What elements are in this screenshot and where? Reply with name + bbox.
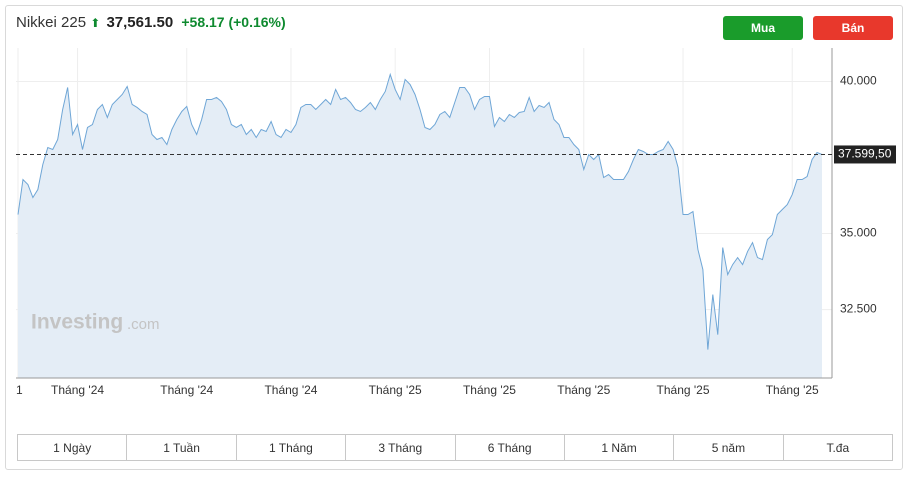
buy-button[interactable]: Mua bbox=[723, 16, 803, 40]
range-button[interactable]: 6 Tháng bbox=[454, 435, 564, 460]
widget-frame bbox=[5, 5, 903, 470]
watermark: .com bbox=[127, 316, 160, 333]
x-tick-label: Tháng '24 bbox=[160, 383, 213, 397]
x-tick-label: Tháng '25 bbox=[463, 383, 516, 397]
chart: Investing .com l1 Tháng '24 Tháng '24 Tháng… bbox=[13, 48, 896, 397]
range-button[interactable]: T.đa bbox=[782, 435, 892, 460]
area bbox=[18, 74, 822, 379]
range-button[interactable]: 1 Ngày bbox=[53, 440, 92, 455]
range-button[interactable]: 1 Tuần bbox=[126, 435, 235, 460]
watermark: Investing bbox=[31, 311, 123, 334]
range-button[interactable]: 1 Năm bbox=[563, 435, 673, 460]
range-button[interactable]: 1 Tháng bbox=[235, 435, 345, 460]
x-tick-label: Tháng '25 bbox=[766, 383, 819, 397]
x-tick-label: Tháng '24 bbox=[51, 383, 104, 397]
x-tick-label: Tháng '25 bbox=[657, 383, 710, 397]
range-bar: 1 Ngày 1 Tuần 1 Tháng 3 Tháng 6 Tháng 1 Năm 5 … bbox=[17, 434, 893, 461]
last-price-label: 37.599,50 bbox=[838, 147, 892, 161]
sell-button[interactable]: Bán bbox=[813, 16, 893, 40]
y-tick-label: 32.500 bbox=[840, 302, 877, 316]
change: +58.17 (+0.16%) bbox=[181, 14, 286, 30]
y-tick-label: 40.000 bbox=[840, 74, 877, 88]
x-tick-label: Tháng '25 bbox=[369, 383, 422, 397]
y-tick-label: 35.000 bbox=[840, 226, 877, 240]
header: Nikkei 225 ⬆ 37,561.50 +58.17 (+0.16%) bbox=[16, 14, 286, 31]
x-tick-label: Tháng '25 bbox=[557, 383, 610, 397]
up-arrow: ⬆ bbox=[90, 16, 101, 30]
index-name: Nikkei 225 bbox=[16, 14, 87, 31]
range-button[interactable]: 5 năm bbox=[673, 435, 782, 460]
range-button[interactable]: 3 Tháng bbox=[345, 435, 454, 460]
x-tick-label: l1 bbox=[13, 383, 23, 397]
price: 37,561.50 bbox=[106, 14, 174, 31]
x-tick-label: Tháng '24 bbox=[264, 383, 317, 397]
line bbox=[17, 72, 823, 350]
last-price-box bbox=[834, 145, 896, 164]
